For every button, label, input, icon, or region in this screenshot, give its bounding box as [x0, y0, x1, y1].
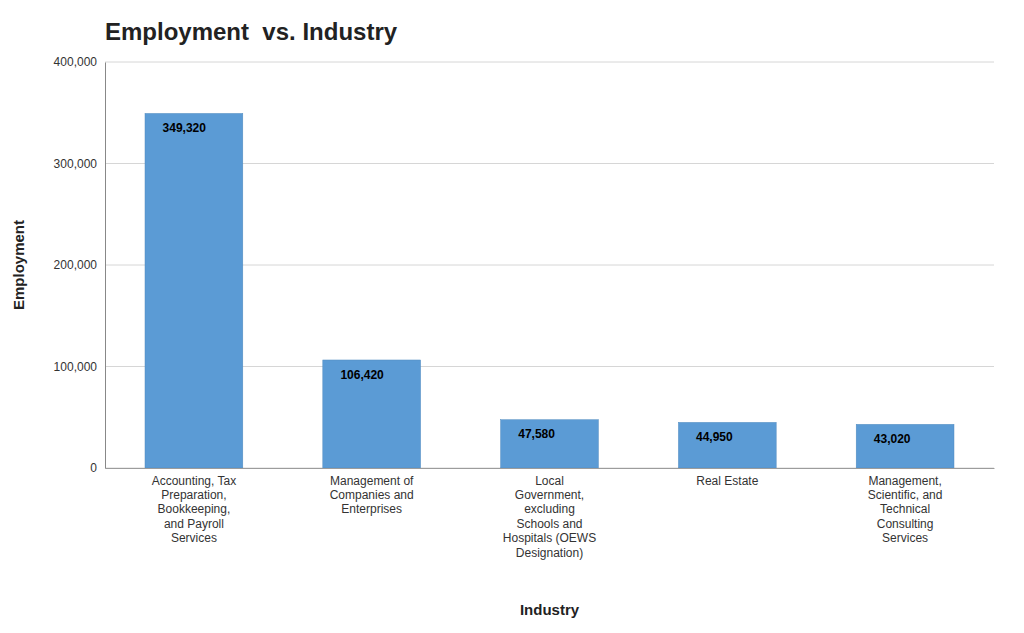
x-axis-line [106, 468, 995, 469]
x-tick-label-line: Real Estate [696, 474, 758, 488]
x-tick-label-line: Management, [868, 474, 941, 488]
data-label: 44,950 [696, 430, 733, 444]
chart-svg: 0 100,000 200,000 300,000 400,000 Accounting,… [0, 0, 1024, 633]
x-tick-label: Management ofCompanies andEnterprises [330, 474, 414, 517]
y-tick: 300,000 [54, 157, 98, 171]
x-tick-label-line: Hospitals (OEWS [503, 531, 596, 545]
y-tick: 400,000 [54, 55, 98, 69]
x-tick-label-line: Technical [880, 502, 930, 516]
plot-area: 0 100,000 200,000 300,000 400,000 Accounting,… [54, 55, 995, 559]
x-tick-label: Real Estate [696, 474, 758, 488]
y-tick-label: 0 [90, 461, 97, 475]
x-tick-label-line: Scientific, and [868, 488, 943, 502]
grid [105, 62, 994, 468]
x-tick: Management,Scientific, andTechnicalConsu… [868, 474, 943, 546]
x-tick: LocalGovernment,excludingSchools andHosp… [503, 474, 596, 560]
chart-container: 0 100,000 200,000 300,000 400,000 Accounting,… [0, 0, 1024, 633]
data-label: 43,020 [874, 432, 911, 446]
y-tick: 200,000 [54, 258, 98, 272]
x-tick-label-line: and Payroll [164, 517, 224, 531]
x-tick-label-line: Bookkeeping, [158, 502, 231, 516]
y-tick: 100,000 [54, 360, 98, 374]
x-tick-label: Management,Scientific, andTechnicalConsu… [868, 474, 943, 546]
title: Employment vs. Industry [105, 18, 398, 45]
x-tick-label: Accounting, TaxPreparation,Bookkeeping,a… [152, 474, 237, 546]
data-label: 106,420 [340, 368, 384, 382]
y-tick-label: 100,000 [54, 360, 98, 374]
x-tick: Accounting, TaxPreparation,Bookkeeping,a… [152, 474, 237, 546]
data-label: 349,320 [163, 121, 207, 135]
x-tick-label-line: Companies and [330, 488, 414, 502]
y-axis: 0 100,000 200,000 300,000 400,000 [54, 55, 106, 475]
bar [145, 113, 243, 468]
x-tick-label-line: Consulting [877, 517, 934, 531]
y-axis-title: Employment [10, 220, 27, 310]
data-labels: 349,320 106,420 47,580 44,950 43,020 [163, 121, 911, 446]
x-tick-label-line: Local [535, 474, 564, 488]
y-tick-label: 400,000 [54, 55, 98, 69]
y-tick-label: 300,000 [54, 157, 98, 171]
x-tick-label-line: Preparation, [161, 488, 226, 502]
x-tick-label-line: Accounting, Tax [152, 474, 237, 488]
x-tick-label: LocalGovernment,excludingSchools andHosp… [503, 474, 596, 560]
x-tick-label-line: Services [882, 531, 928, 545]
x-axis: Accounting, TaxPreparation,Bookkeeping,a… [106, 469, 995, 560]
x-tick-label-line: excluding [524, 502, 575, 516]
x-tick-label-line: Services [171, 531, 217, 545]
x-axis-title: Industry [520, 601, 580, 618]
x-tick-label-line: Designation) [516, 546, 583, 560]
y-tick-label: 200,000 [54, 258, 98, 272]
bar [323, 360, 421, 468]
bars [145, 113, 954, 468]
data-label: 47,580 [518, 427, 555, 441]
bar [678, 422, 776, 468]
x-tick-label-line: Schools and [516, 517, 582, 531]
y-tick: 0 [90, 461, 97, 475]
x-tick-label-line: Management of [330, 474, 414, 488]
y-axis-line [105, 63, 106, 469]
x-tick-label-line: Enterprises [341, 502, 402, 516]
x-tick: Management ofCompanies andEnterprises [330, 474, 414, 517]
grid-line [105, 62, 994, 63]
x-tick-label-line: Government, [515, 488, 584, 502]
bar [856, 424, 954, 468]
x-tick: Real Estate [696, 474, 758, 488]
bar [501, 420, 599, 468]
